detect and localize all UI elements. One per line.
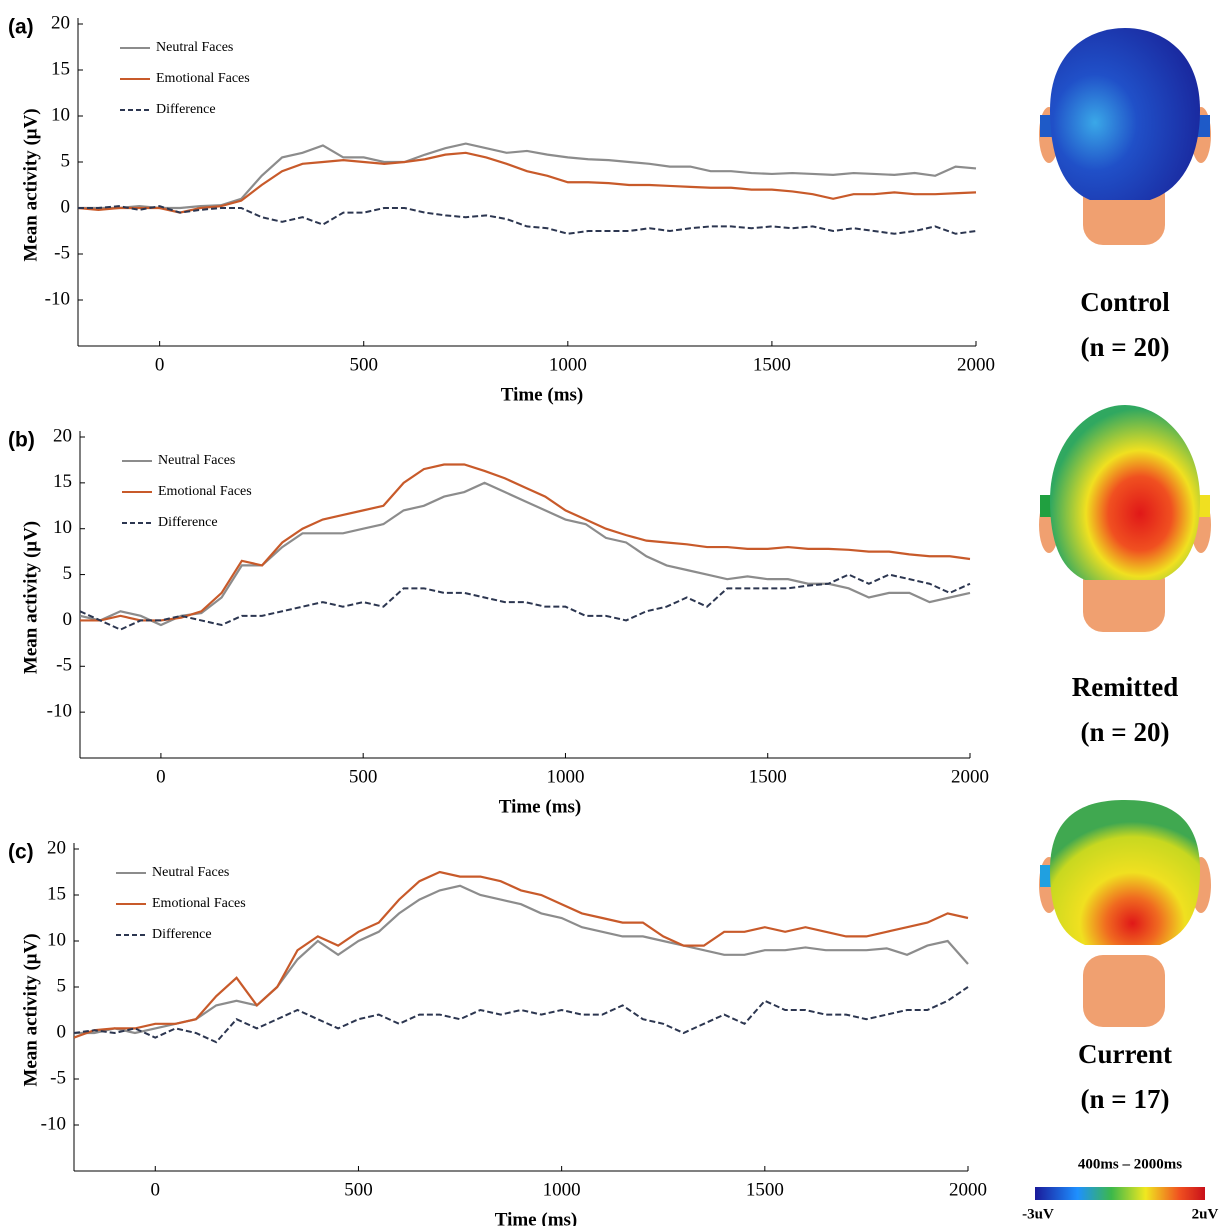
legend-label: Neutral Faces <box>152 865 229 880</box>
x-tick-label: 0 <box>155 354 165 375</box>
series-line <box>74 987 968 1042</box>
legend-label: Neutral Faces <box>158 453 235 468</box>
y-tick-label: 0 <box>61 196 71 217</box>
legend-label: Emotional Faces <box>156 71 250 86</box>
group-n: (n = 17) <box>1081 1084 1170 1114</box>
colorbar-min: -3uV <box>1022 1206 1054 1222</box>
legend-label: Difference <box>158 515 218 530</box>
y-tick-label: -10 <box>45 288 70 309</box>
x-tick-label: 500 <box>344 1179 373 1200</box>
series-line <box>78 153 976 213</box>
x-axis-label: Time (ms) <box>499 796 582 817</box>
head-control <box>1039 28 1211 245</box>
y-tick-label: 5 <box>63 563 73 584</box>
series-line <box>80 575 970 630</box>
colorbar: 400ms – 2000ms -3uV 2uV <box>1022 1156 1218 1222</box>
y-tick-label: 10 <box>47 929 66 950</box>
y-axis-label: Mean activity (μV) <box>20 933 41 1086</box>
series-line <box>78 144 976 208</box>
x-tick-label: 2000 <box>951 766 989 787</box>
group-label: Control <box>1080 287 1170 317</box>
y-tick-label: 0 <box>57 1021 67 1042</box>
x-tick-label: 0 <box>151 1179 161 1200</box>
y-tick-label: -5 <box>56 655 72 676</box>
colorbar-max: 2uV <box>1192 1206 1219 1222</box>
y-tick-label: 20 <box>53 425 72 446</box>
x-tick-label: 1000 <box>543 1179 581 1200</box>
x-tick-label: 2000 <box>957 354 995 375</box>
group-n: (n = 20) <box>1081 717 1170 747</box>
x-axis-label: Time (ms) <box>501 384 584 405</box>
legend-label: Neutral Faces <box>156 40 233 55</box>
y-tick-label: -10 <box>41 1113 66 1134</box>
y-tick-label: 5 <box>57 975 67 996</box>
group-n: (n = 20) <box>1081 332 1170 362</box>
y-tick-label: -5 <box>50 1067 66 1088</box>
y-tick-label: -10 <box>47 701 72 722</box>
x-tick-label: 2000 <box>949 1179 987 1200</box>
x-tick-label: 1000 <box>549 354 587 375</box>
x-tick-label: 1500 <box>753 354 791 375</box>
panel-label: (b) <box>8 429 35 452</box>
group-label: Remitted <box>1072 672 1178 702</box>
legend-label: Difference <box>156 102 216 117</box>
y-axis-label: Mean activity (μV) <box>20 521 41 674</box>
group-label: Current <box>1078 1039 1172 1069</box>
y-axis-label: Mean activity (μV) <box>20 108 41 261</box>
y-tick-label: 10 <box>51 104 70 125</box>
y-tick-label: 20 <box>47 837 66 858</box>
head-remitted <box>1039 405 1211 632</box>
y-tick-label: 10 <box>53 517 72 538</box>
figure: 400ms – 2000ms -3uV 2uV 20151050-5-10050… <box>0 0 1232 1226</box>
legend-label: Emotional Faces <box>158 484 252 499</box>
y-tick-label: 15 <box>53 471 72 492</box>
colorbar-scale <box>1035 1187 1205 1200</box>
x-axis-label: Time (ms) <box>495 1209 578 1226</box>
y-tick-label: 20 <box>51 12 70 33</box>
x-tick-label: 500 <box>349 354 378 375</box>
y-tick-label: 5 <box>61 150 71 171</box>
head-current <box>1039 800 1211 1027</box>
series-line <box>80 483 970 625</box>
panel-label: (a) <box>8 16 34 39</box>
x-tick-label: 1500 <box>749 766 787 787</box>
y-tick-label: -5 <box>54 242 70 263</box>
legend-label: Difference <box>152 927 212 942</box>
legend-label: Emotional Faces <box>152 896 246 911</box>
x-tick-label: 1500 <box>746 1179 784 1200</box>
series-line <box>78 206 976 234</box>
x-tick-label: 0 <box>156 766 166 787</box>
y-tick-label: 0 <box>63 609 73 630</box>
colorbar-title: 400ms – 2000ms <box>1078 1156 1182 1172</box>
x-tick-label: 500 <box>349 766 378 787</box>
y-tick-label: 15 <box>47 883 66 904</box>
x-tick-label: 1000 <box>546 766 584 787</box>
y-tick-label: 15 <box>51 58 70 79</box>
panel-label: (c) <box>8 841 34 864</box>
